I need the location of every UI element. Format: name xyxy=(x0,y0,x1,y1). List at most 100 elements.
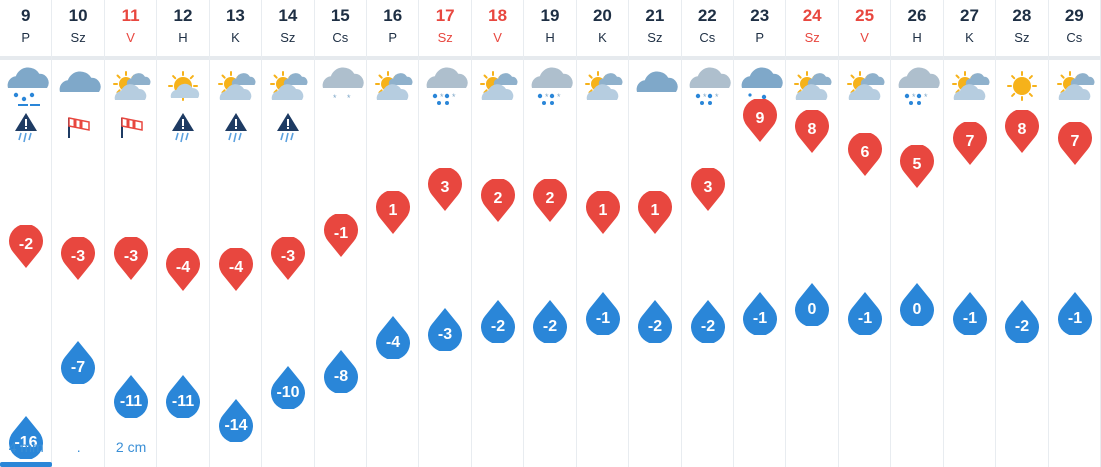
precip-amount: 4 mm xyxy=(8,439,44,455)
max-temp-pin-label: 6 xyxy=(860,144,869,161)
day-name: Cs xyxy=(1066,30,1083,45)
day-column[interactable]: 28 Sz xyxy=(996,0,1049,467)
min-temp-pin-label: -11 xyxy=(120,393,142,410)
day-name: V xyxy=(126,30,135,45)
max-temp-pin: -3 xyxy=(61,236,96,280)
day-name: H xyxy=(912,30,922,45)
sun-cloud-icon xyxy=(168,71,200,101)
min-temp-pin: -1 xyxy=(952,291,987,335)
day-name: Sz xyxy=(804,30,820,45)
day-name: Sz xyxy=(437,30,453,45)
partly-sunny-icon xyxy=(1056,71,1095,100)
day-number: 20 xyxy=(592,6,612,25)
day-column[interactable]: 10 Sz xyxy=(52,0,105,467)
selected-day-indicator xyxy=(0,462,52,467)
cloud-rain-snow-icon: * * xyxy=(898,67,940,105)
day-number: 19 xyxy=(540,6,560,25)
min-temp-pin-label: -2 xyxy=(700,318,714,335)
max-temp-pin-label: -4 xyxy=(229,259,243,276)
min-temp-pin: -11 xyxy=(113,374,148,418)
day-column[interactable]: 18 V xyxy=(472,0,525,467)
max-temp-pin: 7 xyxy=(1057,121,1092,165)
min-temp-pin: 0 xyxy=(795,283,830,327)
day-column[interactable]: 26 H xyxy=(891,0,944,467)
day-column[interactable]: 21 Sz xyxy=(629,0,682,467)
max-temp-pin: 2 xyxy=(533,179,568,222)
day-number: 25 xyxy=(855,6,875,25)
max-temp-pin-label: 8 xyxy=(1018,121,1027,138)
min-temp-pin: -4 xyxy=(376,316,410,360)
cloud-drizzle-icon xyxy=(741,67,783,100)
min-temp-pin: -2 xyxy=(690,299,725,343)
day-number: 22 xyxy=(697,6,717,25)
max-temp-pin-label: 2 xyxy=(493,190,502,207)
day-column[interactable]: 16 P xyxy=(367,0,420,467)
min-temp-pin-label: -11 xyxy=(172,393,194,410)
max-temp-pin: -4 xyxy=(218,248,253,291)
partly-sunny-icon xyxy=(217,71,256,100)
day-column[interactable]: 11 V xyxy=(105,0,158,467)
svg-text:*: * xyxy=(545,92,549,102)
header-divider xyxy=(0,56,1101,60)
min-temp-pin: -2 xyxy=(1005,299,1040,343)
cloud-snow-icon: * * xyxy=(322,67,364,103)
min-temp-pin: -1 xyxy=(1057,291,1092,335)
min-temp-pin: -2 xyxy=(480,299,515,343)
day-number: 17 xyxy=(435,6,455,25)
max-temp-pin: 8 xyxy=(795,110,830,153)
partly-sunny-icon xyxy=(584,71,623,100)
day-column[interactable]: 15 Cs xyxy=(315,0,367,467)
day-number: 21 xyxy=(645,6,665,25)
day-name: H xyxy=(545,30,555,45)
max-temp-pin: 8 xyxy=(1005,110,1040,153)
day-number: 13 xyxy=(225,6,245,25)
max-temp-pin: 3 xyxy=(428,167,463,211)
day-column[interactable]: 27 K xyxy=(944,0,997,467)
min-temp-pin-label: 0 xyxy=(913,301,922,318)
day-number: 16 xyxy=(383,6,403,25)
min-temp-pin: -8 xyxy=(323,349,358,393)
storm-warning-icon xyxy=(224,113,247,143)
cloud-icon xyxy=(636,71,678,92)
day-column[interactable]: 19 H xyxy=(524,0,577,467)
min-temp-pin: -11 xyxy=(166,374,201,418)
min-temp-pin-label: -7 xyxy=(71,359,85,376)
day-name: Sz xyxy=(70,30,86,45)
day-column[interactable]: 17 Sz xyxy=(419,0,472,467)
svg-text:*: * xyxy=(715,92,719,102)
max-temp-pin-label: 8 xyxy=(808,121,817,138)
partly-sunny-icon xyxy=(479,71,518,100)
min-temp-pin-label: 0 xyxy=(808,301,817,318)
max-temp-pin-label: 9 xyxy=(756,110,765,127)
day-number: 29 xyxy=(1064,6,1084,25)
day-column[interactable]: 13 K xyxy=(210,0,263,467)
day-name: P xyxy=(388,30,398,45)
day-number: 27 xyxy=(959,6,979,25)
min-temp-pin: -10 xyxy=(271,366,306,410)
min-temp-pin-label: -14 xyxy=(224,417,247,434)
max-temp-pin-label: 3 xyxy=(703,179,712,196)
day-column[interactable]: 24 Sz xyxy=(786,0,839,467)
max-temp-pin-label: 1 xyxy=(651,202,660,219)
svg-text:*: * xyxy=(347,93,351,103)
day-column[interactable]: 12 H xyxy=(157,0,210,467)
cloud-rain-snow-icon: * * xyxy=(531,67,573,105)
max-temp-pin: 2 xyxy=(480,179,515,222)
cloud-rain-snow-icon: * * xyxy=(427,67,469,105)
max-temp-pin-label: -3 xyxy=(281,248,295,265)
day-column[interactable]: 22 Cs xyxy=(682,0,734,467)
svg-text:*: * xyxy=(912,92,916,102)
day-column[interactable]: 20 K xyxy=(577,0,630,467)
sun-icon xyxy=(1007,71,1038,101)
min-temp-pin: -7 xyxy=(61,341,96,385)
max-temp-pin: 7 xyxy=(952,121,987,165)
max-temp-pin-label: 1 xyxy=(598,202,607,219)
max-temp-pin-label: 7 xyxy=(965,133,974,150)
day-column[interactable]: 25 V xyxy=(839,0,892,467)
day-column[interactable]: 14 Sz xyxy=(262,0,315,467)
day-number: 24 xyxy=(802,6,822,25)
max-temp-pin-label: 7 xyxy=(1070,133,1079,150)
cloud-rain-icon xyxy=(7,67,49,106)
day-column[interactable]: 23 P xyxy=(734,0,787,467)
